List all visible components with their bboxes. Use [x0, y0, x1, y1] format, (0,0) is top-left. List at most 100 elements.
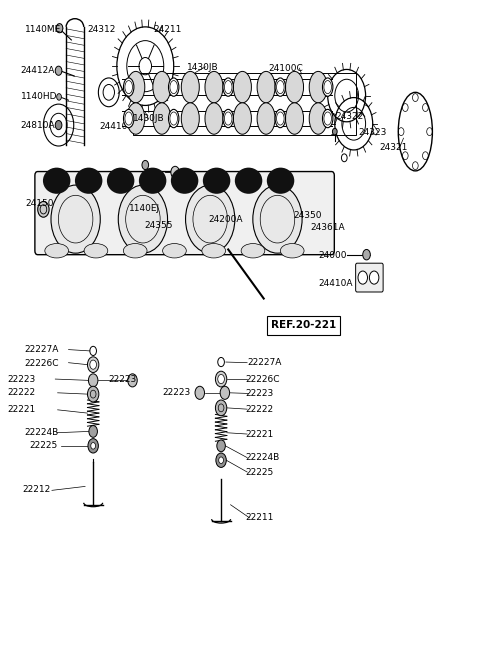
Ellipse shape	[233, 103, 252, 134]
Text: 22227A: 22227A	[247, 358, 281, 367]
Text: 24312: 24312	[87, 25, 115, 34]
Text: 22223: 22223	[7, 375, 36, 384]
Ellipse shape	[75, 168, 102, 194]
Text: 22223: 22223	[246, 389, 274, 398]
Text: 24355: 24355	[145, 220, 173, 230]
Text: 22225: 22225	[246, 468, 274, 476]
Circle shape	[91, 443, 96, 449]
Ellipse shape	[286, 72, 303, 103]
Text: 24321: 24321	[379, 144, 407, 152]
Ellipse shape	[45, 243, 69, 258]
Ellipse shape	[123, 78, 134, 96]
Text: 24000: 24000	[318, 251, 347, 260]
Ellipse shape	[309, 103, 327, 134]
Text: 1430JB: 1430JB	[132, 114, 164, 123]
Text: 24211: 24211	[153, 25, 182, 34]
Circle shape	[55, 66, 62, 75]
Circle shape	[51, 185, 100, 253]
Circle shape	[171, 167, 180, 178]
Ellipse shape	[127, 72, 145, 103]
Ellipse shape	[267, 168, 294, 194]
Text: 22227A: 22227A	[24, 345, 59, 354]
Text: 24323: 24323	[359, 128, 387, 136]
Circle shape	[55, 121, 62, 130]
Text: 24200A: 24200A	[208, 215, 243, 224]
Ellipse shape	[309, 72, 327, 103]
Ellipse shape	[84, 243, 108, 258]
Ellipse shape	[223, 78, 233, 96]
Text: 1140ME: 1140ME	[24, 25, 60, 34]
Circle shape	[87, 357, 99, 373]
Text: 22222: 22222	[7, 388, 36, 398]
Ellipse shape	[139, 168, 167, 194]
Text: 22222: 22222	[246, 405, 274, 414]
Text: 1140HD: 1140HD	[21, 92, 57, 102]
Circle shape	[89, 426, 97, 438]
Text: 24410A: 24410A	[318, 279, 353, 288]
Circle shape	[218, 375, 225, 384]
Text: 24150: 24150	[25, 199, 54, 208]
Ellipse shape	[323, 110, 333, 128]
Circle shape	[217, 440, 225, 452]
Circle shape	[38, 201, 49, 217]
Circle shape	[87, 386, 99, 402]
Circle shape	[57, 94, 61, 100]
Circle shape	[333, 129, 337, 135]
Text: 24350: 24350	[293, 211, 322, 220]
Ellipse shape	[286, 103, 303, 134]
Ellipse shape	[181, 103, 199, 134]
Bar	[133, 73, 356, 135]
Text: 24322: 24322	[335, 112, 363, 121]
Circle shape	[128, 374, 137, 387]
Ellipse shape	[280, 243, 304, 258]
Text: 24361A: 24361A	[310, 222, 345, 232]
Ellipse shape	[202, 243, 226, 258]
Text: 22226C: 22226C	[246, 375, 280, 384]
Ellipse shape	[233, 72, 252, 103]
Text: 24412A: 24412A	[21, 66, 55, 75]
Ellipse shape	[241, 243, 265, 258]
Text: 22224B: 22224B	[246, 453, 280, 462]
FancyBboxPatch shape	[356, 263, 383, 292]
Circle shape	[219, 457, 224, 464]
Ellipse shape	[235, 168, 262, 194]
Circle shape	[56, 24, 63, 33]
Circle shape	[88, 374, 98, 387]
Circle shape	[370, 271, 379, 284]
Ellipse shape	[275, 78, 286, 96]
Ellipse shape	[223, 110, 233, 128]
Text: 22226C: 22226C	[24, 359, 59, 368]
Text: REF.20-221: REF.20-221	[271, 320, 336, 331]
Ellipse shape	[257, 103, 275, 134]
Ellipse shape	[123, 110, 134, 128]
Ellipse shape	[203, 168, 230, 194]
Text: 1430JB: 1430JB	[187, 63, 218, 72]
FancyBboxPatch shape	[35, 172, 335, 255]
Text: 1140EJ: 1140EJ	[129, 205, 160, 213]
Text: 22211: 22211	[246, 514, 274, 522]
Ellipse shape	[107, 168, 134, 194]
Ellipse shape	[168, 110, 179, 128]
Text: 24410: 24410	[99, 122, 128, 131]
Text: 22221: 22221	[246, 430, 274, 439]
Text: 22224B: 22224B	[24, 428, 59, 437]
Text: 22223: 22223	[109, 375, 137, 384]
Circle shape	[363, 249, 371, 260]
Circle shape	[253, 185, 302, 253]
Ellipse shape	[181, 72, 199, 103]
Text: 22221: 22221	[7, 405, 36, 415]
Circle shape	[358, 271, 368, 284]
Text: 22223: 22223	[162, 388, 190, 398]
Text: 24810A: 24810A	[21, 121, 55, 130]
Ellipse shape	[163, 243, 186, 258]
Ellipse shape	[153, 72, 171, 103]
Ellipse shape	[205, 72, 223, 103]
Ellipse shape	[123, 243, 147, 258]
Ellipse shape	[153, 103, 171, 134]
Text: 24100C: 24100C	[268, 64, 303, 73]
Ellipse shape	[127, 103, 145, 134]
Circle shape	[220, 386, 229, 400]
Circle shape	[118, 185, 168, 253]
Ellipse shape	[275, 110, 286, 128]
Ellipse shape	[257, 72, 275, 103]
